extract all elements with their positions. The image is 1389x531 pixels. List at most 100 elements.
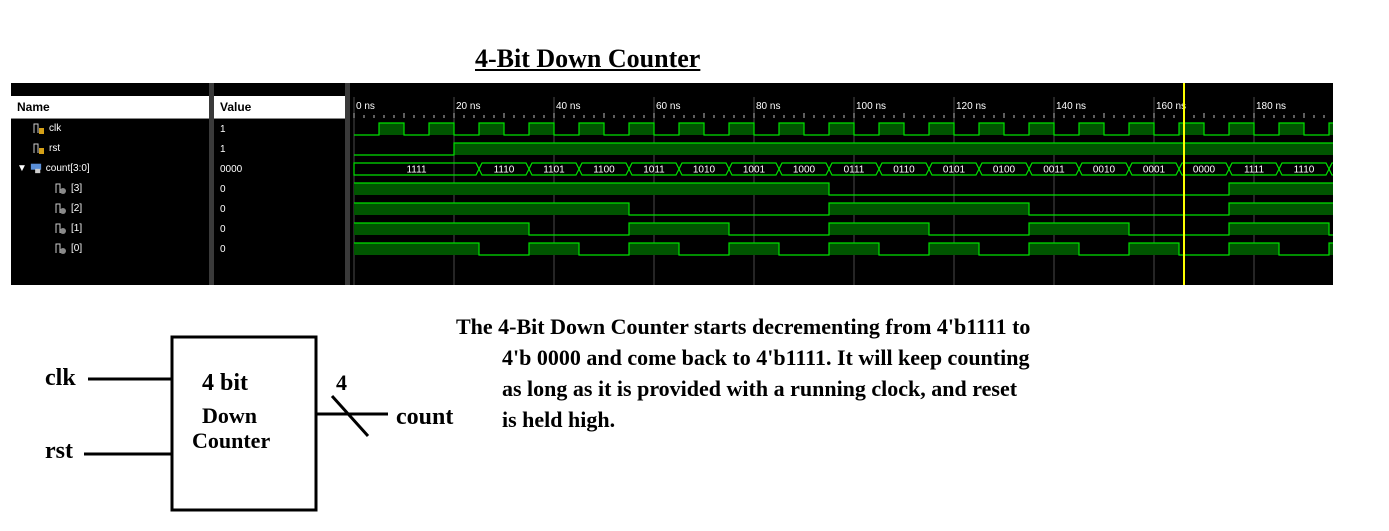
signal-icon bbox=[55, 203, 66, 215]
signal-label: clk bbox=[49, 123, 62, 134]
count-bit0-waveform-high-fill bbox=[1329, 243, 1334, 255]
clk-waveform-high-fill bbox=[379, 123, 404, 135]
input-label-clk: clk bbox=[45, 365, 76, 391]
panel-splitter[interactable] bbox=[209, 83, 214, 285]
description-line-2: 4'b 0000 and come back to 4'b1111. It wi… bbox=[502, 345, 1030, 370]
clk-waveform-high-fill bbox=[1029, 123, 1054, 135]
signal-label: [0] bbox=[71, 243, 83, 254]
clk-waveform-high-fill bbox=[629, 123, 654, 135]
count-bus-value: 0000 bbox=[1193, 165, 1216, 176]
count-bus-value: 1110 bbox=[494, 165, 515, 176]
signal-label: count[3:0] bbox=[45, 163, 90, 174]
description-line-1: The 4-Bit Down Counter starts decrementi… bbox=[456, 314, 1031, 339]
description-line-3: as long as it is provided with a running… bbox=[502, 376, 1018, 401]
counter-block bbox=[170, 335, 318, 512]
clk-waveform-high-fill bbox=[1129, 123, 1154, 135]
signal-value: 1 bbox=[220, 124, 226, 135]
value-header-label: Value bbox=[220, 100, 252, 114]
clk-waveform-high-fill bbox=[1179, 123, 1204, 135]
expand-triangle-icon[interactable]: ▼ bbox=[17, 163, 27, 174]
block-label-line1: 4 bit bbox=[202, 370, 249, 396]
signal-value: 0 bbox=[220, 224, 226, 235]
signal-icon bbox=[55, 223, 66, 235]
name-header-label: Name bbox=[17, 100, 50, 114]
signal-row-bit0[interactable]: [0] bbox=[55, 239, 82, 259]
count-bus-value: 1010 bbox=[693, 165, 716, 176]
count-bit0-waveform-high-fill bbox=[529, 243, 579, 255]
count-bus-value: 1111 bbox=[406, 165, 426, 176]
clk-waveform-high-fill bbox=[429, 123, 454, 135]
time-label: 180 ns bbox=[1256, 101, 1286, 112]
count-bus-value: 0001 bbox=[1143, 165, 1166, 176]
signal-label: [1] bbox=[71, 223, 83, 234]
value-column-header[interactable]: Value bbox=[214, 96, 345, 119]
clk-waveform-high-fill bbox=[979, 123, 1004, 135]
waveform-canvas[interactable]: 0 ns 20 ns 40 ns 60 ns 80 ns 100 ns 120 ns 140 … bbox=[351, 83, 1335, 285]
clk-waveform-high-fill bbox=[679, 123, 704, 135]
time-label: 20 ns bbox=[456, 101, 480, 112]
signal-name-panel: Name clk rst ▼ count[3:0] [3] [2] [1] [0… bbox=[11, 83, 209, 285]
count-bit1-waveform-high-fill bbox=[354, 223, 529, 235]
signal-icon bbox=[55, 183, 66, 195]
count-bus-value: 0101 bbox=[943, 165, 966, 176]
count-bus-segment bbox=[1328, 162, 1335, 176]
count-bit0-waveform-high-fill bbox=[1229, 243, 1279, 255]
count-bit1-waveform bbox=[354, 222, 1334, 236]
signal-row-rst[interactable]: rst bbox=[33, 139, 60, 159]
count-bus-value: 1001 bbox=[743, 165, 766, 176]
waveform-panel[interactable]: 0 ns 20 ns 40 ns 60 ns 80 ns 100 ns 120 ns 140 … bbox=[351, 83, 1335, 285]
time-label: 120 ns bbox=[956, 101, 986, 112]
signal-value: 0 bbox=[220, 244, 226, 255]
clk-waveform-high-fill bbox=[879, 123, 904, 135]
signal-icon bbox=[55, 243, 66, 255]
output-label-count: count bbox=[396, 404, 454, 430]
signal-row-count[interactable]: ▼ count[3:0] bbox=[17, 159, 90, 179]
clk-waveform-high-fill bbox=[1229, 123, 1254, 135]
count-bit0-waveform-high-fill bbox=[1029, 243, 1079, 255]
name-column-header[interactable]: Name bbox=[11, 96, 209, 119]
signal-row-bit2[interactable]: [2] bbox=[55, 199, 82, 219]
count-bit0-waveform-high-fill bbox=[354, 243, 479, 255]
count-bit2-waveform bbox=[354, 202, 1334, 216]
count-bit1-waveform-high-fill bbox=[829, 223, 929, 235]
count-bit2-waveform-high-fill bbox=[1229, 203, 1334, 215]
signal-row-bit3[interactable]: [3] bbox=[55, 179, 82, 199]
input-label-rst: rst bbox=[45, 438, 73, 464]
clk-waveform-high-fill bbox=[929, 123, 954, 135]
rst-waveform-high-fill bbox=[454, 143, 1334, 155]
count-bit1-waveform-high-fill bbox=[1229, 223, 1329, 235]
bus-width-label: 4 bbox=[336, 370, 347, 395]
panel-splitter[interactable] bbox=[345, 83, 350, 285]
count-bus-value: 1111 bbox=[1244, 165, 1264, 176]
signal-icon bbox=[33, 123, 44, 135]
clk-waveform-high-fill bbox=[829, 123, 854, 135]
count-bus-value: 1101 bbox=[543, 165, 565, 176]
clk-waveform-high-fill bbox=[479, 123, 504, 135]
signal-value: 0000 bbox=[220, 164, 243, 175]
count-bit0-waveform-high-fill bbox=[729, 243, 779, 255]
signal-row-bit1[interactable]: [1] bbox=[55, 219, 82, 239]
description-line-4: is held high. bbox=[502, 407, 616, 432]
count-bit3-waveform-high-fill bbox=[1229, 183, 1334, 195]
waveform-viewer: Name clk rst ▼ count[3:0] [3] [2] [1] [0… bbox=[11, 83, 1335, 285]
clk-waveform-high-fill bbox=[529, 123, 554, 135]
clk-waveform-high-fill bbox=[579, 123, 604, 135]
time-label: 160 ns bbox=[1156, 101, 1186, 112]
signal-row-clk[interactable]: clk bbox=[33, 119, 61, 139]
bus-icon bbox=[30, 164, 41, 174]
bus-slash bbox=[330, 394, 370, 438]
count-bit0-waveform bbox=[354, 242, 1334, 256]
count-bit2-waveform-high-fill bbox=[354, 203, 629, 215]
count-bit3-waveform bbox=[354, 182, 1334, 196]
count-bit2-waveform-high-fill bbox=[829, 203, 1029, 215]
count-bit0-waveform-high-fill bbox=[929, 243, 979, 255]
count-bus-value: 0010 bbox=[1093, 165, 1116, 176]
block-diagram bbox=[84, 335, 388, 512]
time-label: 140 ns bbox=[1056, 101, 1086, 112]
count-bit0-waveform-high-fill bbox=[829, 243, 879, 255]
signal-icon bbox=[33, 143, 44, 155]
count-bus-value: 1000 bbox=[793, 165, 816, 176]
signal-value: 1 bbox=[220, 144, 226, 155]
time-label: 40 ns bbox=[556, 101, 580, 112]
count-bit1-waveform-high-fill bbox=[629, 223, 729, 235]
